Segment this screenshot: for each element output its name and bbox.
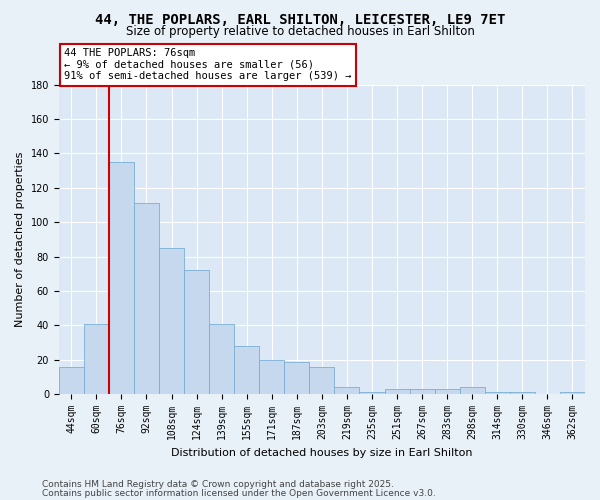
Bar	[209, 324, 234, 394]
Bar	[485, 392, 510, 394]
Bar	[334, 388, 359, 394]
Bar	[560, 392, 585, 394]
Text: 44 THE POPLARS: 76sqm
← 9% of detached houses are smaller (56)
91% of semi-detac: 44 THE POPLARS: 76sqm ← 9% of detached h…	[64, 48, 352, 82]
Text: Size of property relative to detached houses in Earl Shilton: Size of property relative to detached ho…	[125, 25, 475, 38]
Y-axis label: Number of detached properties: Number of detached properties	[15, 152, 25, 327]
Bar	[359, 392, 385, 394]
Bar	[385, 389, 410, 394]
Bar	[259, 360, 284, 394]
Bar	[510, 392, 535, 394]
X-axis label: Distribution of detached houses by size in Earl Shilton: Distribution of detached houses by size …	[171, 448, 473, 458]
Text: Contains HM Land Registry data © Crown copyright and database right 2025.: Contains HM Land Registry data © Crown c…	[42, 480, 394, 489]
Bar	[84, 324, 109, 394]
Bar	[234, 346, 259, 394]
Bar	[59, 366, 84, 394]
Bar	[460, 388, 485, 394]
Bar	[159, 248, 184, 394]
Bar	[310, 366, 334, 394]
Bar	[410, 389, 434, 394]
Text: 44, THE POPLARS, EARL SHILTON, LEICESTER, LE9 7ET: 44, THE POPLARS, EARL SHILTON, LEICESTER…	[95, 12, 505, 26]
Bar	[134, 203, 159, 394]
Bar	[109, 162, 134, 394]
Bar	[184, 270, 209, 394]
Bar	[434, 389, 460, 394]
Bar	[284, 362, 310, 394]
Text: Contains public sector information licensed under the Open Government Licence v3: Contains public sector information licen…	[42, 488, 436, 498]
